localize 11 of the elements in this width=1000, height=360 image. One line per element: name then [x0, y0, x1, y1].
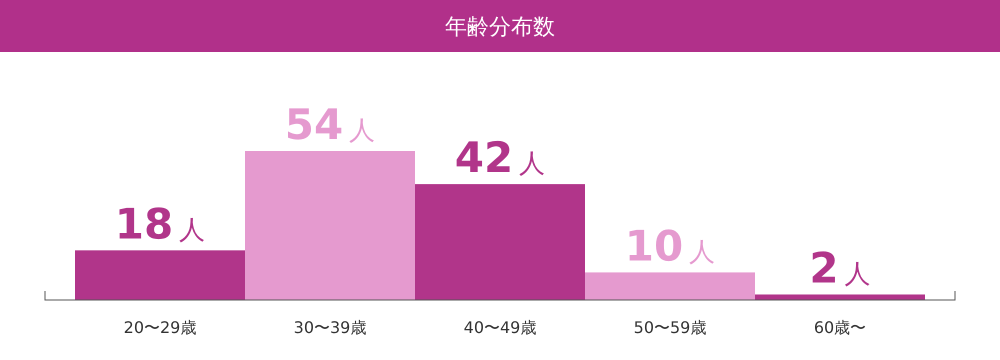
x-tick-label: 20〜29歳 [124, 318, 196, 337]
x-tick-label: 30〜39歳 [294, 318, 366, 337]
bar [585, 272, 755, 300]
bar [245, 151, 415, 300]
x-tick-label: 60歳〜 [814, 318, 866, 337]
chart-title: 年齢分布数 [445, 15, 555, 40]
bar [75, 250, 245, 300]
x-tick-label: 40〜49歳 [464, 318, 536, 337]
bar [755, 294, 925, 300]
x-tick-label: 50〜59歳 [634, 318, 706, 337]
bar [415, 184, 585, 300]
